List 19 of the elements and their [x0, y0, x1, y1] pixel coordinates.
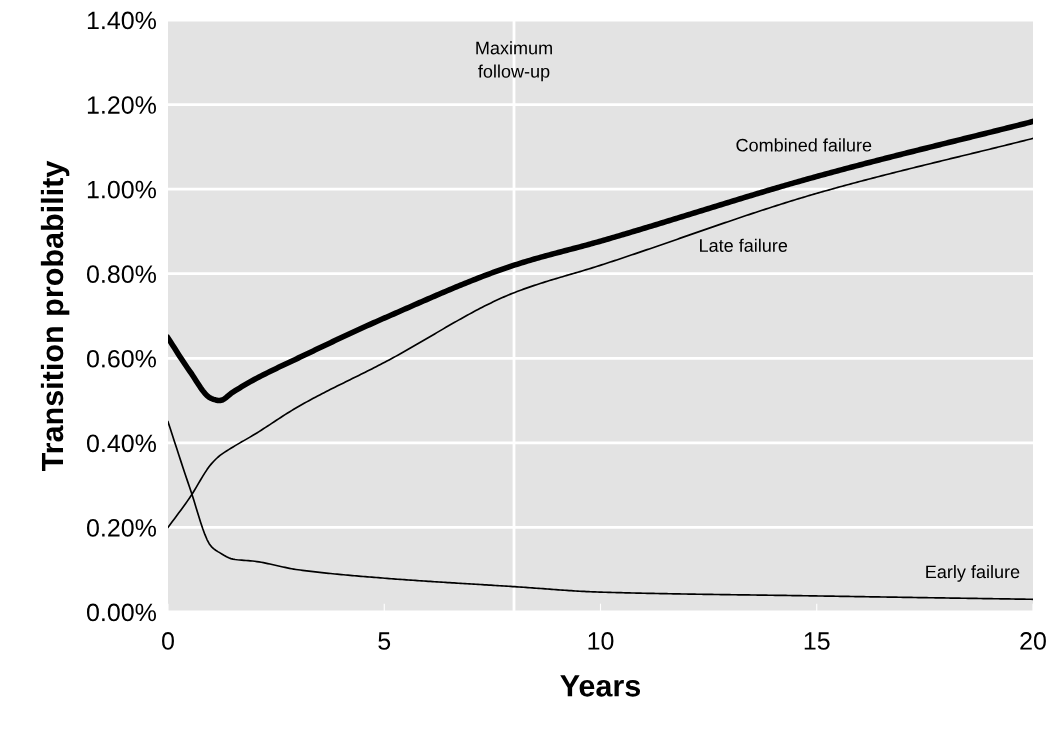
x-tick-label: 5: [378, 632, 391, 650]
y-tick-label: 0.00%: [86, 603, 156, 622]
x-tick-label: 0: [162, 632, 174, 650]
y-tick-label: 1.00%: [87, 180, 156, 199]
series-label: Late failure: [700, 238, 788, 252]
x-tick-label: 20: [1020, 632, 1046, 650]
y-tick-label: 0.40%: [86, 434, 156, 453]
y-tick-label: 0.60%: [86, 349, 156, 368]
series-label: Early failure: [926, 564, 1020, 582]
ref-line-label: Maximum follow-up: [476, 41, 552, 82]
y-axis-title: Transition probability: [40, 160, 70, 471]
y-tick-label: 1.20%: [87, 96, 156, 114]
y-tick-label: 0.20%: [86, 519, 156, 537]
x-tick-label: 10: [588, 632, 614, 650]
series-label: Combined failure: [736, 138, 872, 152]
x-axis-title: Years: [560, 675, 641, 697]
y-tick-label: 1.40%: [87, 11, 156, 30]
x-tick-label: 15: [804, 632, 830, 650]
y-tick-label: 0.80%: [86, 265, 156, 284]
